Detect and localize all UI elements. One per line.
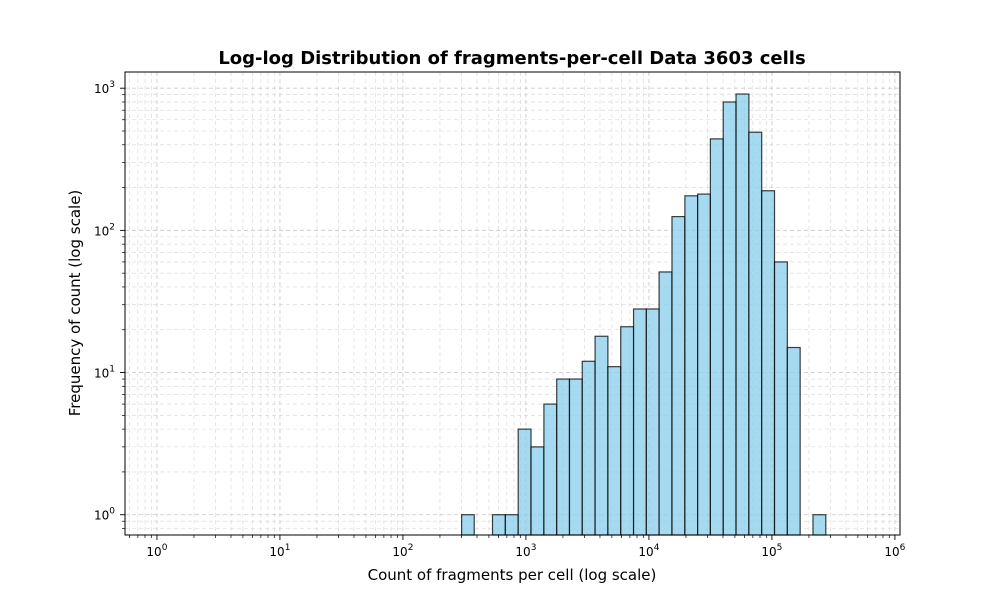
histogram-bar xyxy=(504,514,519,536)
histogram-bar xyxy=(581,360,596,536)
x-tick-label: 101 xyxy=(269,543,290,559)
x-tick-labels: 100 101 102 103 104 105 106 xyxy=(146,543,905,559)
y-tick-labels: 100 101 102 103 xyxy=(94,80,115,523)
histogram-bar xyxy=(530,446,545,536)
histogram-bar xyxy=(632,308,647,536)
x-tick-label: 100 xyxy=(146,543,167,559)
histogram-bar xyxy=(812,514,827,536)
histogram-bar xyxy=(568,378,583,536)
histogram-bar xyxy=(607,366,622,536)
histogram-bar xyxy=(645,308,660,536)
y-tick-label: 101 xyxy=(94,365,115,381)
y-axis-label: Frequency of count (log scale) xyxy=(66,190,84,417)
axis-ticks xyxy=(120,87,896,540)
histogram-bar xyxy=(748,131,763,536)
histogram-bar xyxy=(786,346,801,536)
x-tick-label: 104 xyxy=(638,543,659,559)
y-tick-label: 103 xyxy=(94,80,115,96)
x-tick-label: 105 xyxy=(761,543,782,559)
histogram-bar xyxy=(543,403,558,536)
histogram-bar xyxy=(773,261,788,536)
histogram-bars xyxy=(461,93,827,536)
histogram-bar xyxy=(491,514,506,536)
histogram-bar xyxy=(709,138,724,536)
x-tick-label: 106 xyxy=(884,543,905,559)
y-tick-label: 102 xyxy=(94,222,115,238)
histogram-bar xyxy=(735,93,750,536)
x-tick-label: 103 xyxy=(515,543,536,559)
chart-title: Log-log Distribution of fragments-per-ce… xyxy=(218,48,805,69)
histogram-bar xyxy=(671,215,686,536)
histogram-bar xyxy=(722,101,737,536)
histogram-bar xyxy=(556,378,571,536)
plot-frame xyxy=(124,71,901,536)
histogram-bar xyxy=(658,271,673,536)
y-tick-label: 100 xyxy=(94,507,115,523)
histogram-bar xyxy=(517,428,532,536)
histogram-bar xyxy=(684,195,699,536)
x-tick-label: 102 xyxy=(392,543,413,559)
histogram-bar xyxy=(697,193,711,536)
histogram-bar xyxy=(594,335,609,536)
histogram-bar xyxy=(761,190,776,536)
histogram-bar xyxy=(461,514,475,536)
histogram-bar xyxy=(620,326,635,536)
x-axis-label: Count of fragments per cell (log scale) xyxy=(368,566,657,584)
